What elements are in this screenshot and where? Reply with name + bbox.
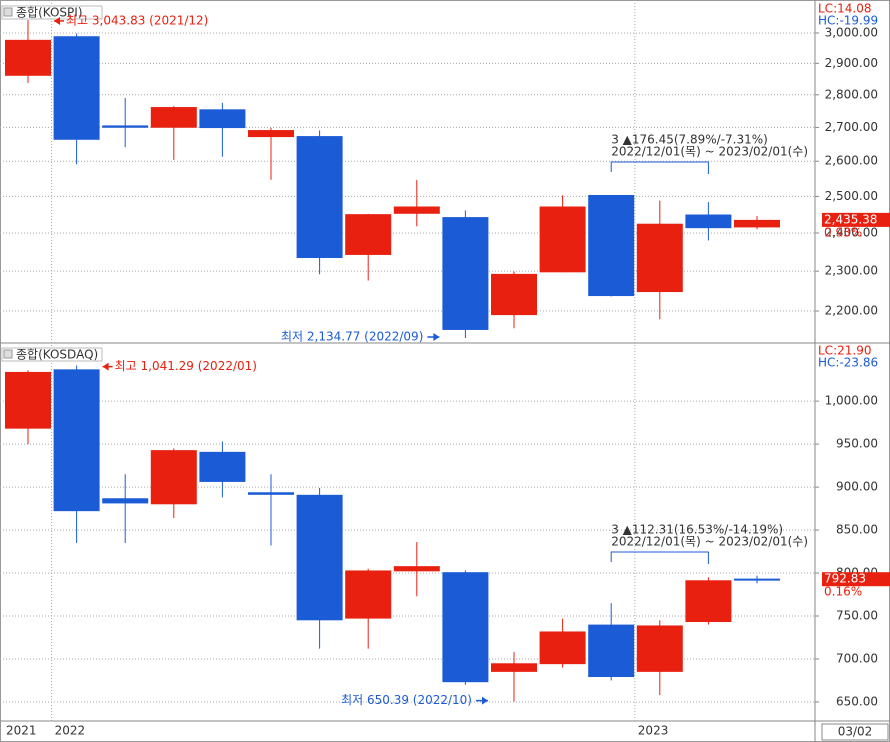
candle-body xyxy=(539,631,586,665)
candle-body xyxy=(296,494,343,621)
y-tick-label: 2,800.00 xyxy=(825,87,878,101)
y-tick-label: 2,300.00 xyxy=(825,264,878,278)
candle-body xyxy=(442,572,489,683)
change-label: 0.93% xyxy=(824,225,862,239)
last-price-label: 2,435.38 xyxy=(824,212,877,226)
range-label: 2022/12/01(목) ~ 2023/02/01(수) xyxy=(611,535,808,549)
candle-body xyxy=(685,580,732,623)
candle-body xyxy=(102,498,149,504)
lc-label: LC:21.90 xyxy=(818,344,871,358)
low-label: 최저 2,134.77 (2022/09) xyxy=(281,329,423,343)
range-label: 3 ▲176.45(7.89%/-7.31%) xyxy=(611,133,768,147)
panel-icon xyxy=(3,349,13,359)
panel-title: 종합(KOSDAQ) xyxy=(16,348,98,362)
last-price-box xyxy=(822,572,890,587)
candle-body xyxy=(636,223,683,293)
y-tick-label: 750.00 xyxy=(836,609,878,623)
candle-body xyxy=(102,125,149,128)
change-label: 0.16% xyxy=(824,585,862,599)
y-tick-label: 2,500.00 xyxy=(825,189,878,203)
candle-body xyxy=(491,273,537,316)
candle-body xyxy=(345,214,392,255)
range-label: 2022/12/01(목) ~ 2023/02/01(수) xyxy=(611,145,808,159)
candle-body xyxy=(588,624,635,678)
candle-body xyxy=(685,214,732,229)
candle-body xyxy=(53,36,100,140)
last-price-box xyxy=(822,212,890,227)
high-label: 최고 3,043.83 (2021/12) xyxy=(66,13,208,27)
candle-body xyxy=(491,663,537,672)
candle-body xyxy=(393,566,440,572)
candle-body xyxy=(442,217,489,330)
candle-body xyxy=(539,206,586,273)
y-tick-label: 2,400.00 xyxy=(825,226,878,240)
candle-body xyxy=(734,578,780,581)
candle-body xyxy=(5,371,51,429)
last-date-box xyxy=(821,723,889,741)
y-tick-label: 650.00 xyxy=(836,694,878,708)
x-tick-label: 2022 xyxy=(55,724,86,738)
candle-body xyxy=(150,107,197,128)
range-label: 3 ▲112.31(16.53%/-14.19%) xyxy=(611,523,783,537)
y-tick-label: 950.00 xyxy=(836,437,878,451)
lc-label: LC:14.08 xyxy=(818,2,871,16)
candle-body xyxy=(248,492,294,495)
x-tick-label: 2021 xyxy=(6,724,37,738)
high-arrow-head xyxy=(102,362,109,371)
last-date: 03/02 xyxy=(838,725,873,739)
candle-body xyxy=(150,450,197,505)
candle-body xyxy=(734,219,780,228)
candle-body xyxy=(199,451,246,482)
candle-body xyxy=(248,130,294,138)
y-tick-label: 2,900.00 xyxy=(825,56,878,70)
y-tick-label: 2,200.00 xyxy=(825,304,878,318)
candle-body xyxy=(53,369,100,512)
y-tick-label: 3,000.00 xyxy=(825,25,878,39)
y-tick-label: 2,700.00 xyxy=(825,120,878,134)
range-bracket xyxy=(610,161,709,174)
y-tick-label: 2,600.00 xyxy=(825,154,878,168)
low-label: 최저 650.39 (2022/10) xyxy=(341,693,472,707)
last-price-label: 792.83 xyxy=(824,572,866,586)
y-tick-label: 1,000.00 xyxy=(825,394,878,408)
high-arrow-head xyxy=(54,16,60,25)
candle-body xyxy=(588,194,635,297)
panel-title: 종합(KOSPI) xyxy=(16,6,83,20)
panel-title-box xyxy=(1,5,103,20)
x-tick-label: 2023 xyxy=(638,724,669,738)
y-tick-label: 850.00 xyxy=(836,523,878,537)
candle-body xyxy=(296,136,343,259)
y-tick-label: 700.00 xyxy=(836,651,878,665)
panel-icon xyxy=(3,7,13,17)
candle-body xyxy=(345,570,392,619)
candle-body xyxy=(636,625,683,672)
range-bracket xyxy=(610,551,709,564)
hc-label: HC:-19.99 xyxy=(818,14,878,28)
candle-body xyxy=(5,39,51,76)
y-tick-label: 900.00 xyxy=(836,480,878,494)
panel-title-box xyxy=(1,347,103,362)
candle-body xyxy=(393,206,440,214)
candle-body xyxy=(199,109,246,129)
high-label: 최고 1,041.29 (2022/01) xyxy=(115,359,257,373)
hc-label: HC:-23.86 xyxy=(818,356,878,370)
